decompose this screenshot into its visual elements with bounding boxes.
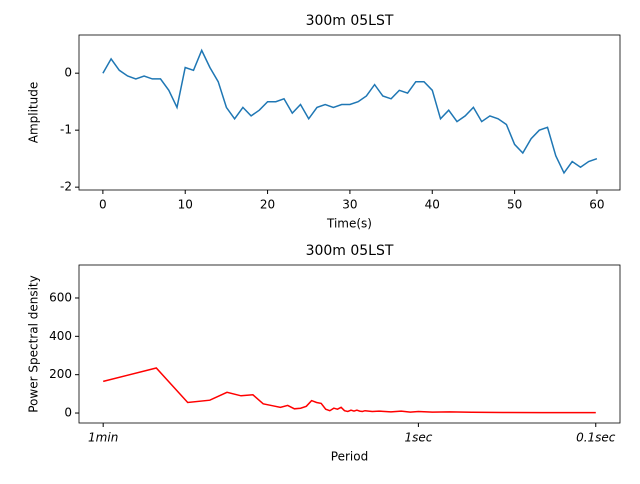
y-tick-label: -1 <box>60 123 72 137</box>
y-tick-label: 200 <box>49 367 72 381</box>
chart-title: 300m 05LST <box>306 243 394 259</box>
x-tick-label: 40 <box>425 198 440 212</box>
y-tick-label: 400 <box>49 329 72 343</box>
data-line <box>103 367 596 414</box>
x-tick-label: 30 <box>342 198 357 212</box>
x-tick-label: 10 <box>178 198 193 212</box>
x-tick-label: 50 <box>507 198 522 212</box>
x-tick-label: 0 <box>99 198 107 212</box>
x-tick-label: 60 <box>589 198 604 212</box>
chart-title: 300m 05LST <box>306 13 394 29</box>
y-tick-label: 600 <box>49 290 72 304</box>
y-tick-label: -2 <box>60 180 72 194</box>
axes-frame <box>78 264 621 424</box>
y-tick-label: 0 <box>64 66 72 80</box>
y-tick-label: 0 <box>64 406 72 420</box>
x-tick-label: 1min <box>88 431 118 445</box>
x-axis-label: Period <box>331 450 368 464</box>
x-tick-label: 0.1sec <box>576 431 616 445</box>
axes-frame <box>78 34 621 191</box>
x-axis-label: Time(s) <box>326 217 372 231</box>
data-line <box>102 48 598 175</box>
y-axis-label: Amplitude <box>27 82 41 144</box>
x-tick-label: 20 <box>260 198 275 212</box>
x-tick-label: 1sec <box>404 431 432 445</box>
y-axis-label: Power Spectral density <box>27 275 41 412</box>
